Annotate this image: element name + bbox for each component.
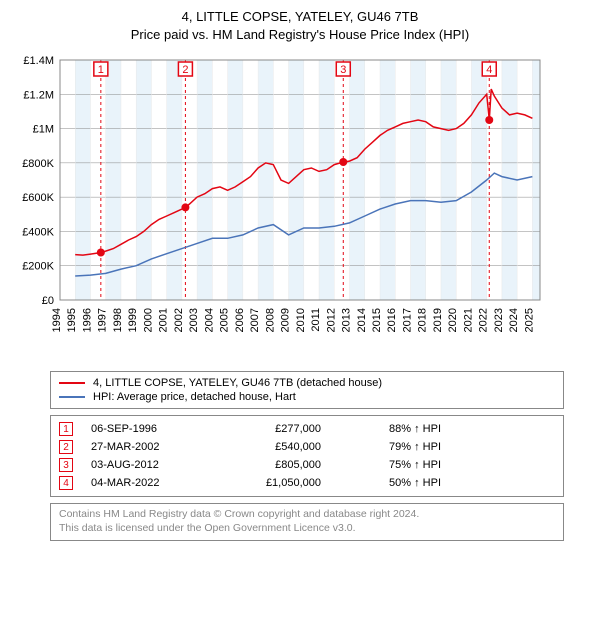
transaction-row: 4 04-MAR-2022£1,050,00050% ↑ HPI [59,474,555,492]
svg-text:1996: 1996 [81,308,93,332]
svg-text:£600K: £600K [22,193,54,205]
svg-text:2010: 2010 [295,308,307,332]
svg-text:2001: 2001 [158,308,170,332]
transaction-row: 3 03-AUG-2012£805,00075% ↑ HPI [59,456,555,474]
svg-text:2024: 2024 [508,308,520,332]
svg-text:2003: 2003 [188,308,200,332]
transaction-price: £540,000 [211,441,321,453]
transaction-pct: 50% ↑ HPI [321,477,441,489]
svg-text:2021: 2021 [462,308,474,332]
svg-text:2000: 2000 [142,308,154,332]
svg-text:2018: 2018 [417,308,429,332]
transaction-marker: 1 [59,422,73,436]
transaction-marker: 2 [59,440,73,454]
transaction-price: £277,000 [211,423,321,435]
svg-text:2007: 2007 [249,308,261,332]
svg-text:2011: 2011 [310,308,322,332]
svg-text:£200K: £200K [22,261,54,273]
svg-text:2008: 2008 [264,308,276,332]
page: 4, LITTLE COPSE, YATELEY, GU46 7TB Price… [0,0,600,620]
svg-text:2009: 2009 [280,308,292,332]
transaction-row: 1 06-SEP-1996£277,00088% ↑ HPI [59,420,555,438]
legend-swatch [59,396,85,398]
svg-text:2022: 2022 [478,308,490,332]
svg-text:2012: 2012 [325,308,337,332]
svg-text:3: 3 [340,64,346,76]
svg-text:£400K: £400K [22,227,54,239]
legend-swatch [59,382,85,384]
svg-text:1995: 1995 [66,308,78,332]
transaction-price: £1,050,000 [211,477,321,489]
transaction-marker: 4 [59,476,73,490]
legend-label: HPI: Average price, detached house, Hart [93,391,296,403]
svg-text:1: 1 [98,64,104,76]
svg-text:2013: 2013 [341,308,353,332]
svg-text:£1.4M: £1.4M [23,55,54,67]
svg-text:2025: 2025 [523,308,535,332]
chart-area: £0£200K£400K£600K£800K£1M£1.2M£1.4M19941… [0,50,600,365]
svg-text:2004: 2004 [203,308,215,332]
svg-text:2015: 2015 [371,308,383,332]
legend-item-hpi: HPI: Average price, detached house, Hart [59,390,555,404]
title-line2: Price paid vs. HM Land Registry's House … [0,26,600,44]
transaction-pct: 88% ↑ HPI [321,423,441,435]
svg-text:2005: 2005 [219,308,231,332]
chart-title: 4, LITTLE COPSE, YATELEY, GU46 7TB Price… [0,8,600,44]
transaction-date: 06-SEP-1996 [91,423,211,435]
svg-text:2020: 2020 [447,308,459,332]
svg-text:1994: 1994 [51,308,63,332]
title-line1: 4, LITTLE COPSE, YATELEY, GU46 7TB [0,8,600,26]
svg-text:2023: 2023 [493,308,505,332]
svg-text:4: 4 [486,64,492,76]
transaction-marker: 3 [59,458,73,472]
transaction-date: 04-MAR-2022 [91,477,211,489]
attribution: Contains HM Land Registry data © Crown c… [50,503,564,540]
svg-text:1997: 1997 [97,308,109,332]
transaction-pct: 75% ↑ HPI [321,459,441,471]
legend: 4, LITTLE COPSE, YATELEY, GU46 7TB (deta… [50,371,564,409]
svg-text:2002: 2002 [173,308,185,332]
footer-line2: This data is licensed under the Open Gov… [59,522,555,536]
svg-text:2: 2 [182,64,188,76]
transaction-price: £805,000 [211,459,321,471]
transaction-date: 27-MAR-2002 [91,441,211,453]
transaction-pct: 79% ↑ HPI [321,441,441,453]
svg-text:£1M: £1M [33,124,54,136]
legend-item-property: 4, LITTLE COPSE, YATELEY, GU46 7TB (deta… [59,376,555,390]
svg-text:2014: 2014 [356,308,368,332]
transaction-row: 2 27-MAR-2002£540,00079% ↑ HPI [59,438,555,456]
svg-text:£800K: £800K [22,158,54,170]
svg-text:£1.2M: £1.2M [23,90,54,102]
transaction-date: 03-AUG-2012 [91,459,211,471]
svg-text:1999: 1999 [127,308,139,332]
legend-label: 4, LITTLE COPSE, YATELEY, GU46 7TB (deta… [93,377,382,389]
svg-text:2017: 2017 [401,308,413,332]
price-hpi-chart: £0£200K£400K£600K£800K£1M£1.2M£1.4M19941… [10,50,550,360]
footer-line1: Contains HM Land Registry data © Crown c… [59,508,555,522]
svg-text:2019: 2019 [432,308,444,332]
svg-text:2006: 2006 [234,308,246,332]
svg-text:£0: £0 [42,295,54,307]
transactions-table: 1 06-SEP-1996£277,00088% ↑ HPI 2 27-MAR-200… [50,415,564,497]
svg-text:1998: 1998 [112,308,124,332]
svg-text:2016: 2016 [386,308,398,332]
